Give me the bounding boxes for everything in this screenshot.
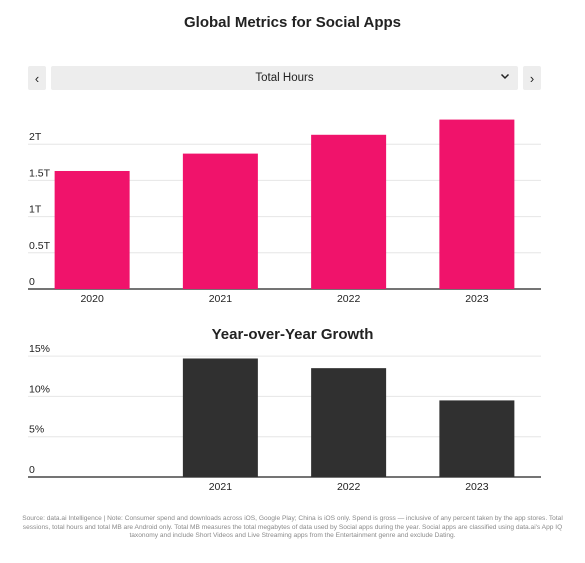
x-tick-label: 2021 — [209, 481, 233, 493]
prev-metric-button[interactable]: ‹ — [28, 66, 46, 90]
x-tick-label: 2022 — [337, 481, 361, 493]
y-tick-label: 10% — [29, 383, 50, 395]
y-tick-label: 0 — [29, 276, 35, 288]
x-tick-label: 2023 — [465, 481, 489, 493]
bar-2021 — [182, 358, 258, 477]
y-tick-label: 1T — [29, 204, 42, 216]
x-tick-label: 2022 — [337, 293, 361, 305]
chevron-down-icon — [500, 70, 510, 84]
yoy-growth-chart: 0 5% 10% 15% 2021 2022 2023 — [28, 343, 541, 493]
x-tick-label: 2023 — [465, 293, 489, 305]
bar-2021 — [182, 153, 258, 289]
bar-2023 — [439, 119, 515, 289]
bar-2022 — [311, 368, 387, 477]
x-tick-label: 2020 — [80, 293, 104, 305]
metric-dropdown-label: Total Hours — [255, 72, 314, 84]
total-hours-chart: 0 0.5T 1T 1.5T 2T 2020 2021 2022 2023 — [28, 119, 541, 305]
metric-selector: ‹ Total Hours › — [28, 66, 541, 90]
bar-2023 — [439, 400, 515, 477]
y-tick-label: 2T — [29, 131, 42, 143]
y-tick-label: 5% — [29, 424, 44, 436]
page-title: Global Metrics for Social Apps — [184, 14, 401, 31]
source-note: Source: data.ai Intelligence | Note: Con… — [22, 515, 563, 539]
bar-2020 — [54, 170, 130, 289]
y-tick-label: 0 — [29, 464, 35, 476]
yoy-chart-title: Year-over-Year Growth — [211, 326, 374, 343]
y-tick-label: 0.5T — [29, 240, 51, 252]
next-metric-button[interactable]: › — [523, 66, 541, 90]
y-tick-label: 15% — [29, 343, 50, 355]
charts-canvas: 0 0.5T 1T 1.5T 2T 2020 2021 2022 2023 0 5% 10% 15% 2… — [28, 119, 541, 493]
metric-dropdown[interactable]: Total Hours — [51, 66, 518, 90]
bar-2022 — [311, 134, 387, 289]
y-tick-label: 1.5T — [29, 167, 51, 179]
x-tick-label: 2021 — [209, 293, 233, 305]
